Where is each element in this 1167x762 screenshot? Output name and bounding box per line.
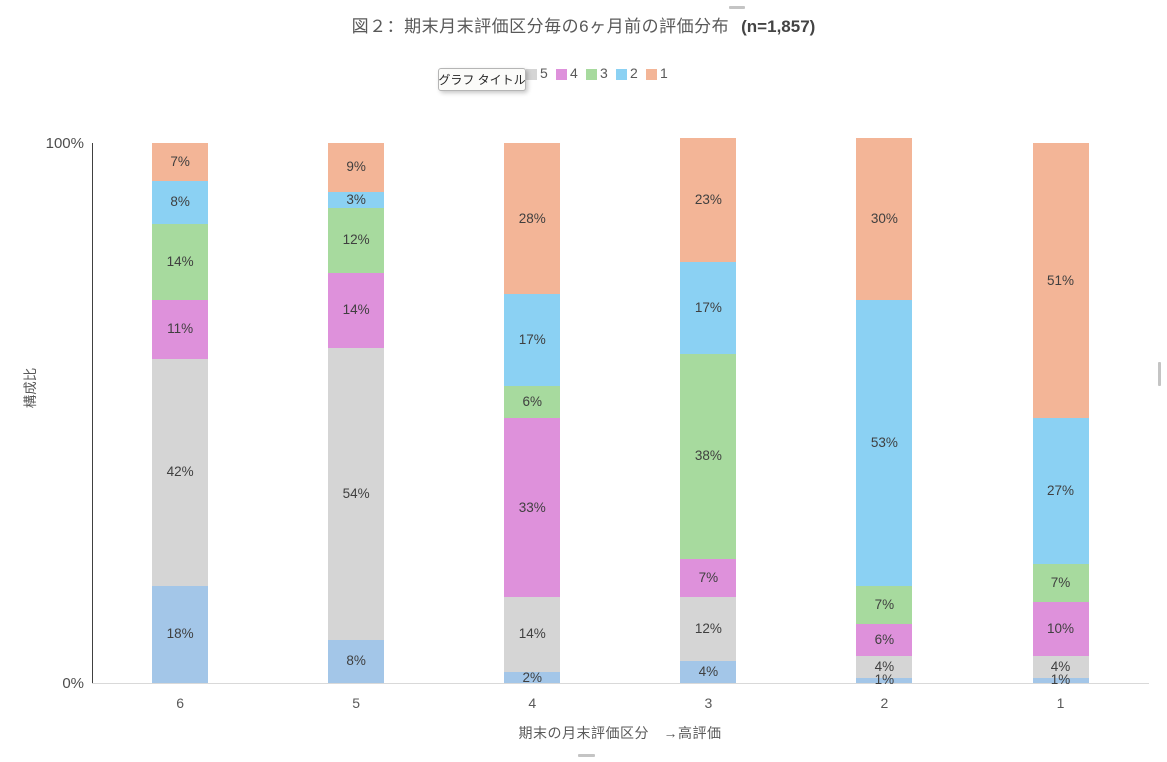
bar-segment-series3-cat3[interactable] xyxy=(680,353,737,559)
legend-swatch-5 xyxy=(526,69,537,80)
bar-segment-series2-cat4[interactable] xyxy=(504,294,561,386)
legend-label: 2 xyxy=(630,65,638,81)
x-tick-label-4: 4 xyxy=(528,695,537,711)
legend-label: 1 xyxy=(660,65,668,81)
selection-handle-top[interactable] xyxy=(729,6,745,9)
legend-swatch-4 xyxy=(556,69,567,80)
chart-title-text: 図２：期末月末評価区分毎の6ヶ月前の評価分布 xyxy=(351,17,730,36)
legend-swatch-2 xyxy=(616,69,627,80)
x-axis-line xyxy=(92,683,1149,684)
bar-segment-series1-cat2[interactable] xyxy=(856,137,913,300)
bar-segment-series3-cat5[interactable] xyxy=(328,207,385,273)
bar-segment-series3-cat4[interactable] xyxy=(504,386,561,419)
bar-segment-series1-cat5[interactable] xyxy=(328,143,385,192)
bar-segment-series5-cat6[interactable] xyxy=(152,359,209,586)
bar-segment-series1-cat3[interactable] xyxy=(680,137,737,262)
bar-segment-series4-cat2[interactable] xyxy=(856,623,913,656)
bar-segment-series5-cat4[interactable] xyxy=(504,596,561,673)
bar-segment-series6-cat5[interactable] xyxy=(328,639,385,683)
legend-item-2[interactable]: 2 xyxy=(616,66,638,81)
legend-item-1[interactable]: 1 xyxy=(646,66,668,81)
bar-segment-series2-cat6[interactable] xyxy=(152,180,209,224)
bar-segment-series3-cat1[interactable] xyxy=(1032,564,1089,602)
legend-swatch-1 xyxy=(646,69,657,80)
legend-swatch-3 xyxy=(586,69,597,80)
bar-segment-series2-cat2[interactable] xyxy=(856,299,913,586)
x-tick-label-6: 6 xyxy=(176,695,184,711)
tooltip-label: グラフ タイトル xyxy=(438,73,526,87)
bar-segment-series2-cat5[interactable] xyxy=(328,191,385,208)
bar-segment-series4-cat1[interactable] xyxy=(1032,602,1089,656)
y-tick-100: 100% xyxy=(45,135,84,152)
bar-segment-series1-cat1[interactable] xyxy=(1032,143,1089,419)
sample-size-label: (n=1,857) xyxy=(741,17,816,36)
legend-item-4[interactable]: 4 xyxy=(556,66,578,81)
legend-item-3[interactable]: 3 xyxy=(586,66,608,81)
selection-handle-bottom[interactable] xyxy=(578,754,595,757)
legend-label: 3 xyxy=(600,65,608,81)
bar-segment-series3-cat6[interactable] xyxy=(152,224,209,300)
chart-title[interactable]: 図２：期末月末評価区分毎の6ヶ月前の評価分布 (n=1,857) xyxy=(0,12,1167,37)
bar-segment-series6-cat3[interactable] xyxy=(680,661,737,683)
bar-segment-series2-cat3[interactable] xyxy=(680,261,737,354)
x-tick-label-1: 1 xyxy=(1056,695,1065,711)
y-axis-line xyxy=(92,143,93,683)
bar-segment-series2-cat1[interactable] xyxy=(1032,418,1089,565)
legend-item-5[interactable]: 5 xyxy=(526,66,548,81)
x-tick-label-2: 2 xyxy=(880,695,889,711)
bar-segment-series6-cat6[interactable] xyxy=(152,585,209,683)
bar-segment-series6-cat2[interactable] xyxy=(856,677,913,683)
x-axis-title: 期末の月末評価区分 →高評価 xyxy=(518,725,722,741)
y-tick-0: 0% xyxy=(62,675,84,692)
bar-segment-series5-cat1[interactable] xyxy=(1032,656,1089,678)
x-tick-label-3: 3 xyxy=(704,695,713,711)
bar-segment-series6-cat4[interactable] xyxy=(504,672,561,683)
bar-segment-series6-cat1[interactable] xyxy=(1032,677,1089,683)
legend-label: 4 xyxy=(570,65,578,81)
bar-segment-series4-cat6[interactable] xyxy=(152,299,209,359)
selection-handle-right[interactable] xyxy=(1158,362,1161,386)
bar-segment-series4-cat3[interactable] xyxy=(680,558,737,597)
bar-segment-series5-cat5[interactable] xyxy=(328,348,385,640)
bar-segment-series5-cat3[interactable] xyxy=(680,596,737,662)
bar-segment-series1-cat6[interactable] xyxy=(152,143,209,181)
bar-segment-series4-cat5[interactable] xyxy=(328,272,385,349)
bar-segment-series3-cat2[interactable] xyxy=(856,585,913,624)
chart-title-tooltip: グラフ タイトル xyxy=(438,68,526,91)
bar-segment-series5-cat2[interactable] xyxy=(856,656,913,678)
legend-label: 5 xyxy=(540,65,548,81)
x-tick-label-5: 5 xyxy=(352,695,360,711)
bar-segment-series1-cat4[interactable] xyxy=(504,143,561,295)
bar-segment-series4-cat4[interactable] xyxy=(504,418,561,597)
